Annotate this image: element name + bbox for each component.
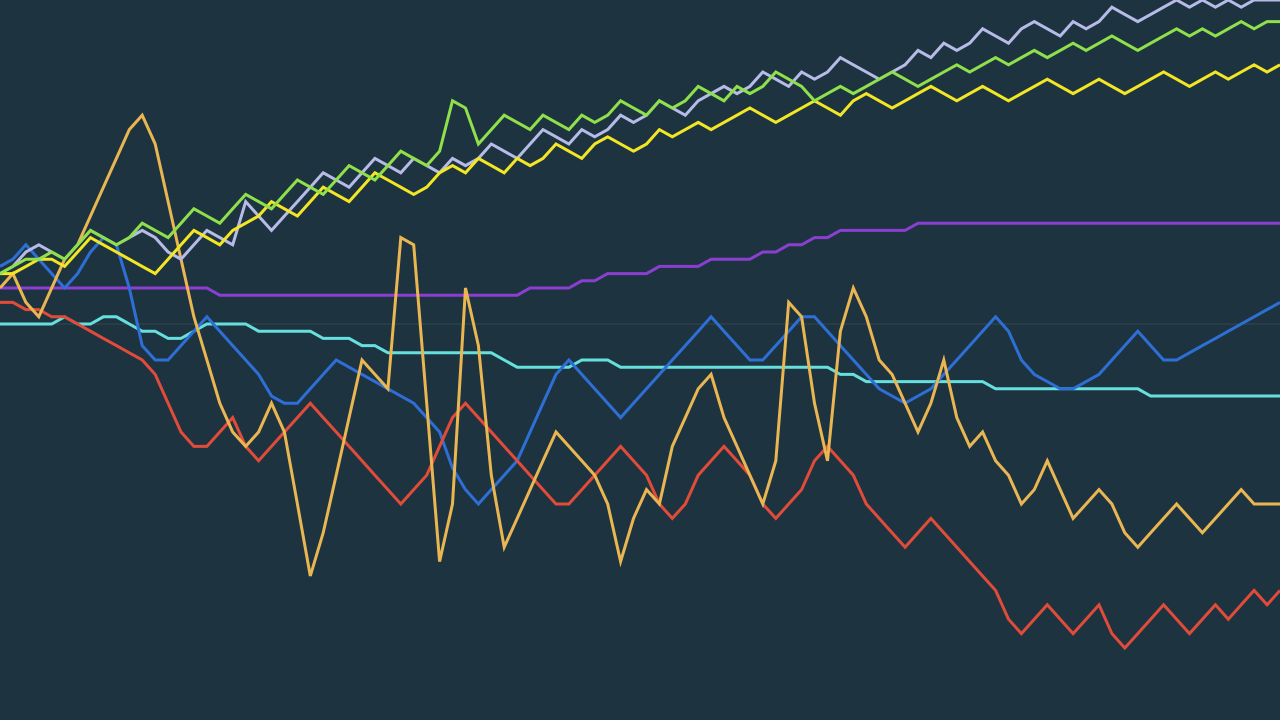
line-chart bbox=[0, 0, 1280, 720]
chart-background bbox=[0, 0, 1280, 720]
